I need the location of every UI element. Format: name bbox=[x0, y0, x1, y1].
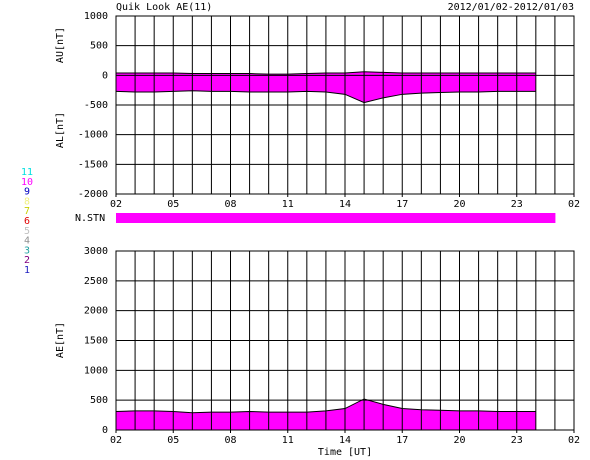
station-count bbox=[249, 213, 270, 223]
x-tick-label: 02 bbox=[110, 199, 122, 210]
station-count bbox=[345, 213, 365, 223]
station-count bbox=[287, 213, 308, 223]
legend-entry: 9 bbox=[24, 187, 30, 198]
stn-label: N.STN bbox=[75, 213, 105, 224]
al-label: AL[nT] bbox=[55, 112, 66, 148]
x-tick-label: 11 bbox=[282, 435, 294, 446]
y-tick-label: -2000 bbox=[78, 189, 108, 200]
station-count bbox=[497, 213, 518, 223]
y-tick-label: 2000 bbox=[84, 306, 108, 317]
x-tick-label: 17 bbox=[396, 199, 408, 210]
station-count bbox=[421, 213, 441, 223]
station-count bbox=[325, 213, 346, 223]
y-tick-label: -1000 bbox=[78, 130, 108, 141]
station-count bbox=[192, 213, 212, 223]
legend-entry: 5 bbox=[24, 226, 30, 237]
station-count bbox=[535, 213, 556, 223]
chart-title: Quik Look AE(11) bbox=[116, 2, 212, 13]
ae-label: AE[nT] bbox=[55, 322, 66, 358]
legend-entry: 6 bbox=[24, 216, 30, 227]
date-range: 2012/01/02-2012/01/03 bbox=[448, 2, 574, 13]
y-tick-label: 0 bbox=[102, 425, 108, 436]
y-tick-label: -1500 bbox=[78, 159, 108, 170]
x-tick-label: 08 bbox=[224, 199, 236, 210]
x-tick-label: 23 bbox=[511, 435, 523, 446]
station-count bbox=[173, 213, 193, 223]
plot-frame bbox=[115, 250, 575, 431]
y-tick-label: 500 bbox=[90, 41, 108, 52]
x-tick-label: 02 bbox=[110, 435, 122, 446]
y-tick-label: 1000 bbox=[84, 11, 108, 22]
legend-entry: 1 bbox=[24, 265, 30, 276]
x-tick-label: 14 bbox=[339, 435, 351, 446]
x-tick-label: 14 bbox=[339, 199, 351, 210]
station-count bbox=[268, 213, 289, 223]
y-tick-label: 2500 bbox=[84, 276, 108, 287]
legend-entry: 2 bbox=[24, 255, 30, 266]
y-tick-label: 0 bbox=[102, 70, 108, 81]
station-count bbox=[402, 213, 422, 223]
x-tick-label: 20 bbox=[453, 199, 465, 210]
station-count bbox=[306, 213, 327, 223]
station-count bbox=[230, 213, 251, 223]
legend-entry: 11 bbox=[21, 167, 33, 178]
y-tick-label: 3000 bbox=[84, 246, 108, 257]
station-count bbox=[383, 213, 403, 223]
y-tick-label: -500 bbox=[84, 100, 108, 111]
plot-frame bbox=[115, 15, 575, 195]
station-count bbox=[116, 213, 136, 223]
station-count bbox=[154, 213, 174, 223]
x-tick-label: 05 bbox=[167, 199, 179, 210]
y-tick-label: 1000 bbox=[84, 365, 108, 376]
y-tick-label: 1500 bbox=[84, 336, 108, 347]
station-count bbox=[459, 213, 480, 223]
station-count bbox=[364, 213, 384, 223]
station-count bbox=[478, 213, 499, 223]
x-tick-label: 23 bbox=[511, 199, 523, 210]
x-tick-label: 08 bbox=[224, 435, 236, 446]
au-label: AU[nT] bbox=[55, 27, 66, 63]
legend-entry: 7 bbox=[24, 206, 30, 217]
station-count bbox=[440, 213, 460, 223]
x-tick-label: 02 bbox=[568, 199, 580, 210]
legend-entry: 4 bbox=[24, 236, 30, 247]
station-count bbox=[516, 213, 537, 223]
station-count bbox=[135, 213, 155, 223]
x-tick-label: 05 bbox=[167, 435, 179, 446]
x-tick-label: 17 bbox=[396, 435, 408, 446]
legend-entry: 3 bbox=[24, 245, 30, 256]
x-axis-label: Time [UT] bbox=[318, 447, 372, 458]
x-tick-label: 11 bbox=[282, 199, 294, 210]
y-tick-label: 500 bbox=[90, 395, 108, 406]
legend-entry: 10 bbox=[21, 177, 33, 188]
legend-entry: 8 bbox=[24, 196, 30, 207]
x-tick-label: 20 bbox=[453, 435, 465, 446]
x-tick-label: 02 bbox=[568, 435, 580, 446]
station-count bbox=[211, 213, 231, 223]
